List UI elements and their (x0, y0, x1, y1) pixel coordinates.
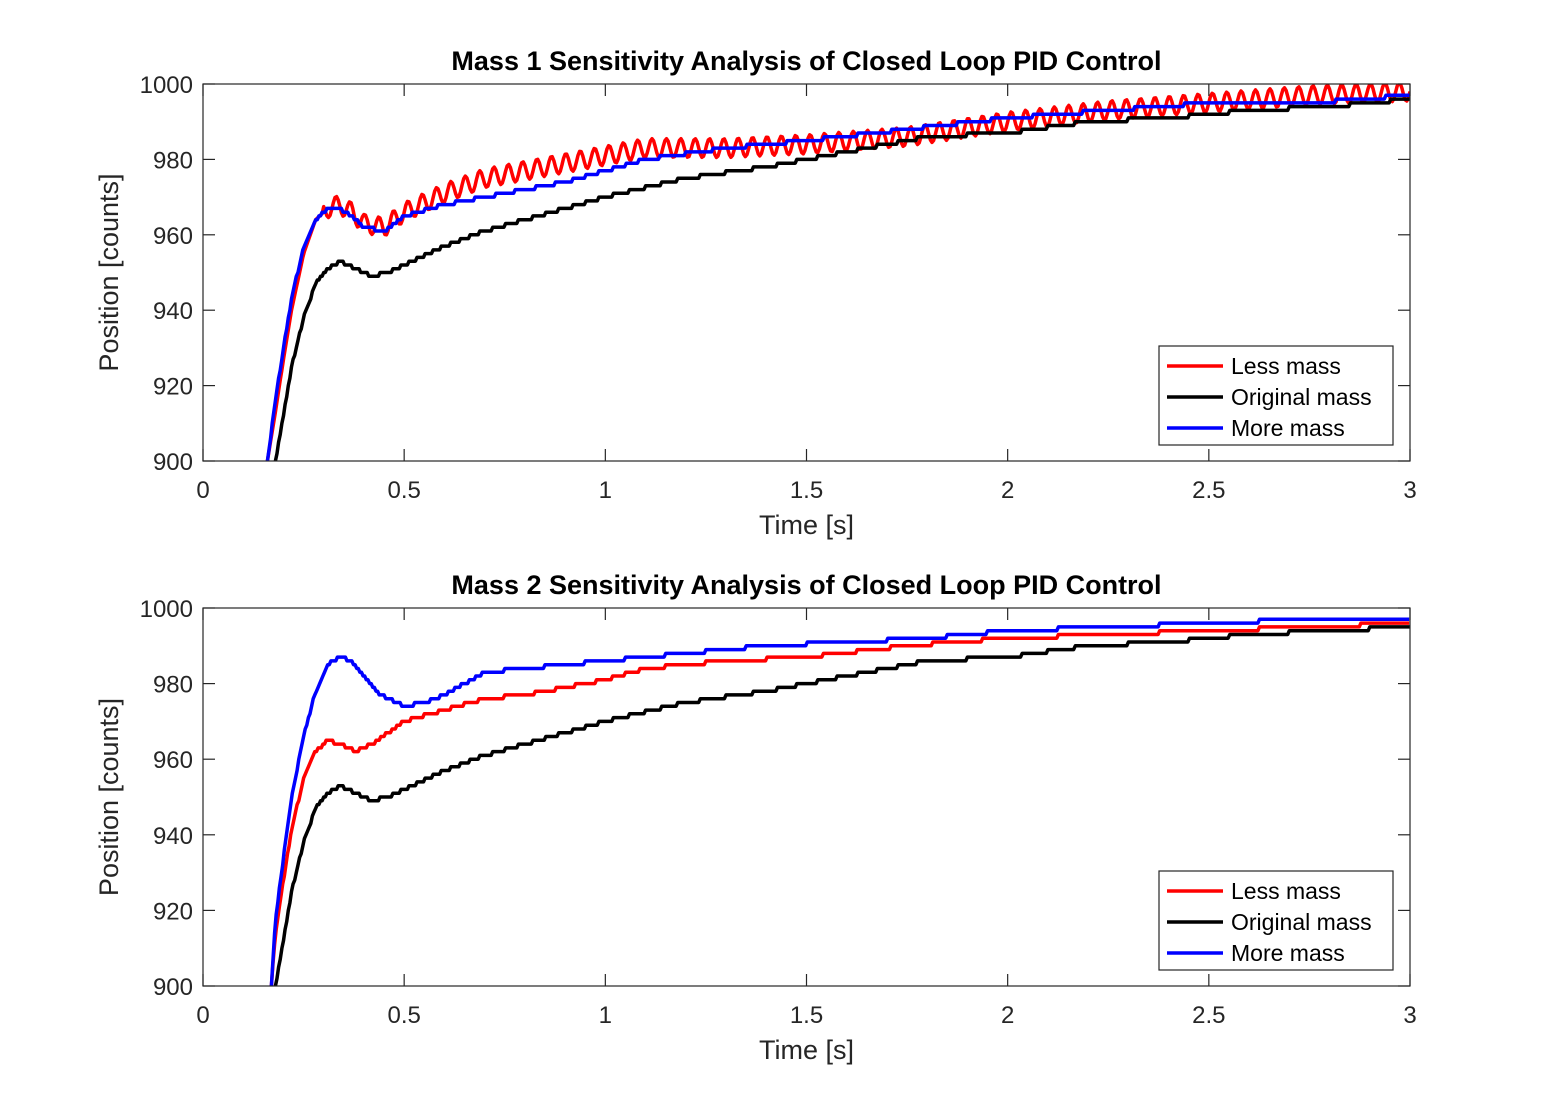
x-axis-label: Time [s] (759, 510, 854, 540)
x-tick-label: 2 (1001, 1002, 1014, 1029)
y-tick-label: 900 (153, 974, 193, 1001)
y-tick-label: 900 (153, 449, 193, 476)
legend-label-more-mass: More mass (1231, 415, 1345, 441)
x-tick-label: 1 (599, 1002, 612, 1029)
x-tick-label: 3 (1403, 477, 1416, 504)
series-line-original-mass (273, 625, 1410, 986)
y-tick-label: 1000 (140, 596, 193, 623)
x-tick-label: 2 (1001, 477, 1014, 504)
x-tick-label: 1.5 (790, 477, 823, 504)
y-axis-label: Position [counts] (94, 698, 124, 896)
y-tick-label: 1000 (140, 72, 193, 99)
y-tick-label: 980 (153, 672, 193, 699)
series-line-more-mass (269, 617, 1410, 986)
series-line-less-mass (265, 84, 1410, 461)
x-tick-label: 0 (196, 477, 209, 504)
legend: Less mass Original mass More mass (1158, 870, 1394, 971)
y-tick-label: 940 (153, 823, 193, 850)
y-tick-label: 940 (153, 298, 193, 325)
x-tick-label: 1 (599, 477, 612, 504)
axes-mass-2: 0 0.5 1 1.5 2 2.5 3 900 920 940 960 980 1000 Mass 2 S… (94, 570, 1417, 1065)
legend-label-less-mass: Less mass (1231, 353, 1341, 379)
legend-label-less-mass: Less mass (1231, 878, 1341, 904)
x-axis-label: Time [s] (759, 1035, 854, 1065)
series-line-original-mass (273, 97, 1410, 461)
x-tick-label: 2.5 (1192, 477, 1225, 504)
chart-title: Mass 2 Sensitivity Analysis of Closed Lo… (451, 570, 1161, 600)
x-tick-label: 3 (1403, 1002, 1416, 1029)
x-tick-label: 1.5 (790, 1002, 823, 1029)
series-line-more-mass (265, 93, 1410, 461)
legend-label-original-mass: Original mass (1231, 909, 1372, 935)
chart-title: Mass 1 Sensitivity Analysis of Closed Lo… (451, 46, 1161, 76)
y-tick-label: 960 (153, 747, 193, 774)
legend: Less mass Original mass More mass (1158, 345, 1394, 446)
y-tick-label: 920 (153, 898, 193, 925)
y-axis-label: Position [counts] (94, 173, 124, 371)
x-tick-label: 0.5 (387, 477, 420, 504)
y-tick-label: 920 (153, 374, 193, 401)
legend-label-original-mass: Original mass (1231, 384, 1372, 410)
legend-label-more-mass: More mass (1231, 940, 1345, 966)
series-line-less-mass (269, 621, 1410, 986)
axes-mass-1: 0 0.5 1 1.5 2 2.5 3 900 920 940 960 980 1000 Mass 1 S… (94, 46, 1417, 540)
x-tick-label: 0.5 (387, 1002, 420, 1029)
x-tick-label: 2.5 (1192, 1002, 1225, 1029)
y-tick-label: 980 (153, 147, 193, 174)
x-tick-label: 0 (196, 1002, 209, 1029)
y-tick-label: 960 (153, 223, 193, 250)
